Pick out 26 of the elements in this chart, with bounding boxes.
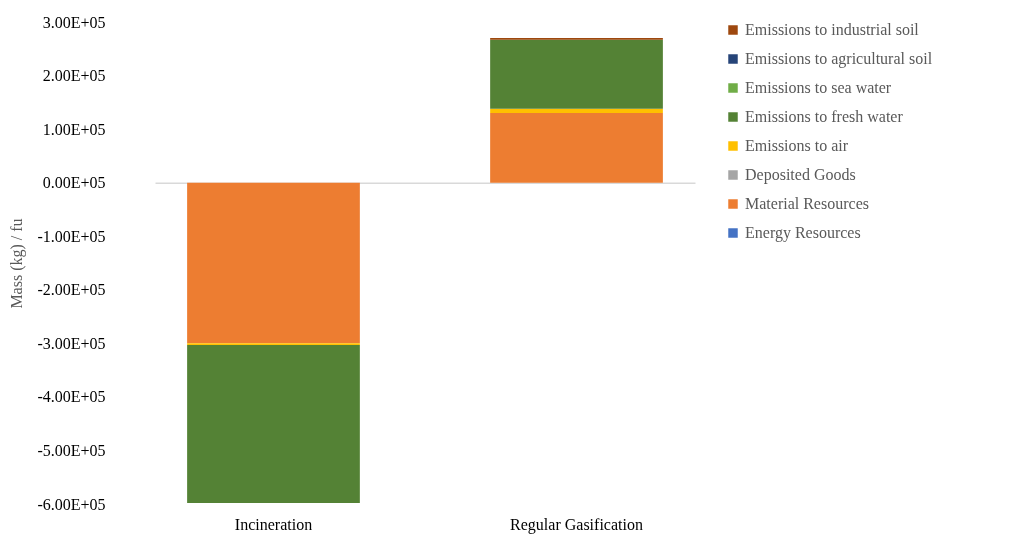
legend-label: Emissions to sea water [745, 79, 892, 96]
bar [187, 182, 360, 344]
y-tick-label: 0.00E+05 [42, 174, 106, 192]
x-tick-label: Incineration [234, 515, 313, 533]
y-tick-label: 3.00E+05 [42, 13, 106, 31]
x-tick-label: Regular Gasification [510, 515, 643, 534]
bar [490, 39, 663, 109]
y-tick-label: 1.00E+05 [42, 120, 106, 138]
y-tick-label: -2.00E+05 [37, 281, 106, 299]
legend-label: Emissions to air [745, 137, 849, 154]
legend-label: Emissions to fresh water [745, 108, 904, 125]
bar [187, 344, 360, 503]
y-tick-label: -6.00E+05 [37, 495, 106, 513]
legend-label: Emissions to agricultural soil [745, 50, 933, 68]
legend-label: Emissions to industrial soil [745, 21, 920, 38]
bar [490, 108, 663, 114]
y-tick-label: -3.00E+05 [37, 334, 106, 352]
y-tick-label: 2.00E+05 [42, 67, 106, 85]
bar [490, 113, 663, 183]
y-tick-label: -1.00E+05 [37, 227, 106, 245]
legend-label: Deposited Goods [745, 166, 856, 184]
y-tick-label: -5.00E+05 [37, 441, 106, 459]
legend-label: Energy Resources [745, 224, 861, 242]
y-tick-label: -4.00E+05 [37, 388, 106, 406]
legend-label: Material Resources [745, 195, 869, 212]
y-axis-title: Mass (kg) / fu [8, 218, 27, 309]
